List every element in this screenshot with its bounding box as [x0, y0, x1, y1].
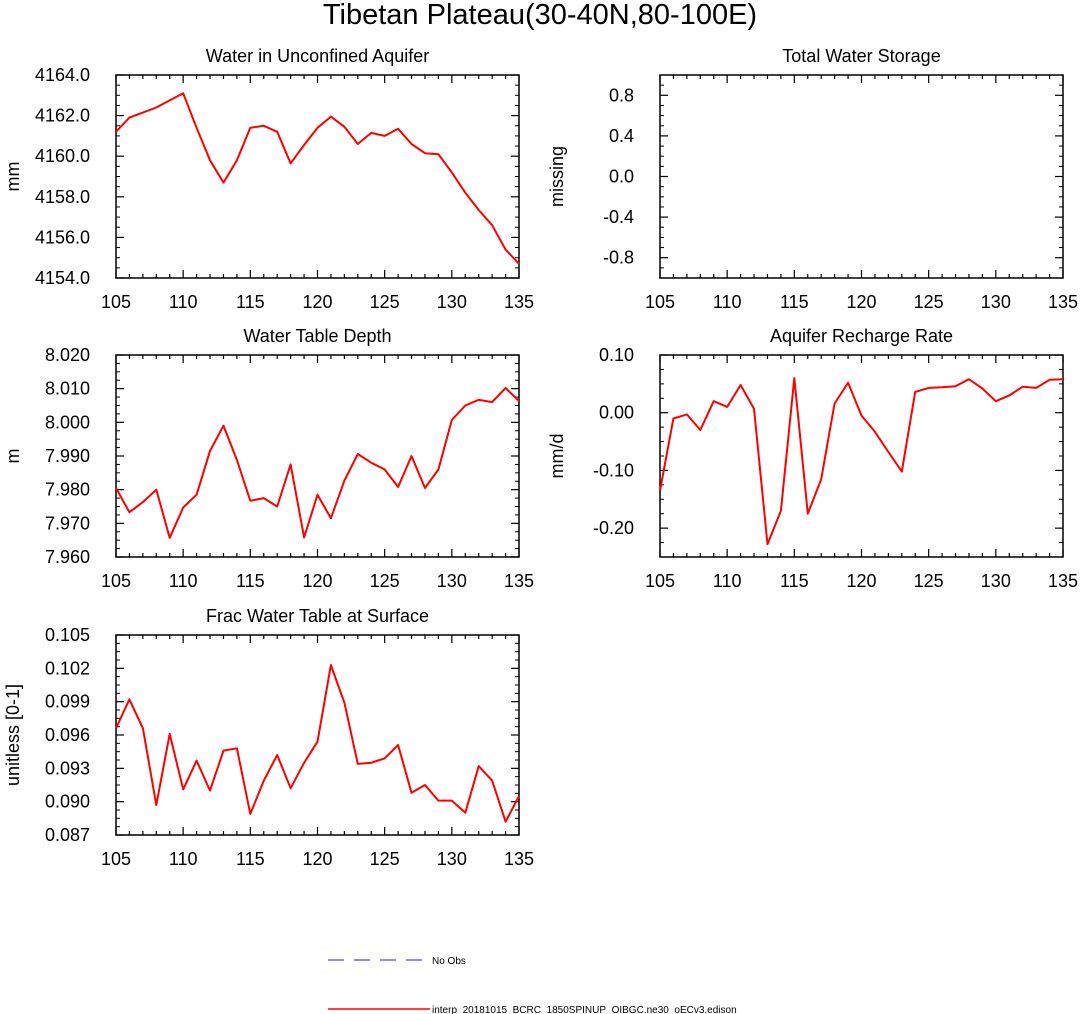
y-axis-label: mm/d: [547, 434, 567, 479]
plot-frame: [659, 354, 1064, 558]
x-tick-label: 125: [370, 571, 400, 591]
y-axis-label: missing: [547, 146, 567, 207]
x-tick-label: 115: [236, 571, 265, 591]
x-tick-label: 125: [370, 292, 400, 312]
y-tick-label: 0.096: [45, 725, 90, 745]
x-tick-label: 135: [504, 292, 534, 312]
x-tick-label: 115: [780, 292, 809, 312]
panel-title: Frac Water Table at Surface: [206, 606, 429, 626]
x-tick-label: 105: [101, 292, 131, 312]
y-tick-label: 7.970: [45, 513, 90, 533]
y-tick-label: 0.105: [45, 625, 90, 645]
y-tick-label: 0.10: [599, 345, 634, 365]
x-tick-label: 110: [169, 571, 198, 591]
x-tick-label: 110: [713, 292, 742, 312]
x-tick-label: 110: [169, 292, 198, 312]
y-tick-label: 7.960: [45, 547, 90, 567]
panel-1: Water in Unconfined Aquifer 105 110 115 120 1…: [3, 46, 534, 312]
x-tick-label: 115: [236, 849, 265, 869]
panel-title: Aquifer Recharge Rate: [770, 326, 953, 346]
y-tick-label: 0.093: [45, 758, 90, 778]
y-axis-label: m: [3, 449, 23, 464]
series-line: [659, 377, 1064, 546]
panel-2: Total Water Storage 105 110 115 120 125 130 135…: [547, 46, 1078, 312]
panels: Water in Unconfined Aquifer 105 110 115 120 1…: [3, 46, 1078, 869]
y-tick-label: 4154.0: [35, 268, 90, 288]
x-tick-label: 115: [236, 292, 265, 312]
x-tick-label: 130: [437, 292, 467, 312]
y-tick-label: 8.020: [45, 345, 90, 365]
x-tick-label: 125: [914, 292, 944, 312]
plot-frame: [115, 74, 520, 279]
y-tick-label: 8.000: [45, 412, 90, 432]
y-tick-label: 0.102: [45, 658, 90, 678]
x-tick-label: 125: [370, 849, 400, 869]
x-tick-label: 115: [780, 571, 809, 591]
x-tick-label: 130: [437, 849, 467, 869]
legend-label: No Obs: [432, 956, 466, 967]
series-line: [115, 92, 520, 265]
y-tick-label: 4156.0: [35, 227, 90, 247]
series-line: [115, 664, 520, 823]
y-axis-label: mm: [3, 162, 23, 192]
panel-5: Frac Water Table at Surface 105 110 115 120 1…: [3, 606, 534, 869]
x-tick-label: 120: [302, 849, 332, 869]
panel-title: Total Water Storage: [782, 46, 940, 66]
y-tick-label: 8.010: [45, 379, 90, 399]
y-tick-label: 7.980: [45, 480, 90, 500]
y-tick-label: -0.20: [593, 518, 634, 538]
panel-title: Water in Unconfined Aquifer: [206, 46, 429, 66]
y-tick-label: 0.00: [599, 403, 634, 423]
y-tick-label: 0.090: [45, 792, 90, 812]
y-tick-label: 0.4: [609, 126, 634, 146]
x-tick-label: 135: [1048, 571, 1078, 591]
x-tick-label: 125: [914, 571, 944, 591]
plot-frame: [115, 634, 520, 836]
x-tick-label: 130: [981, 571, 1011, 591]
x-tick-label: 130: [437, 571, 467, 591]
legend: No Obs interp_20181015_BCRC_1850SPINUP_OI…: [328, 956, 737, 1014]
x-tick-label: 130: [981, 292, 1011, 312]
y-tick-label: 4158.0: [35, 187, 90, 207]
y-tick-label: 4164.0: [35, 65, 90, 85]
figure-title: Tibetan Plateau(30-40N,80-100E): [323, 0, 757, 31]
y-tick-label: 7.990: [45, 446, 90, 466]
x-tick-label: 105: [645, 571, 675, 591]
y-tick-label: -0.8: [603, 248, 634, 268]
x-tick-label: 105: [101, 849, 131, 869]
panel-4: Aquifer Recharge Rate 105 110 115 120 125 130 1…: [547, 326, 1078, 591]
y-axis-label: unitless [0-1]: [3, 684, 23, 786]
y-tick-label: 0.8: [609, 85, 634, 105]
y-tick-label: 0.0: [609, 167, 634, 187]
x-tick-label: 135: [504, 571, 534, 591]
y-tick-label: 0.099: [45, 692, 90, 712]
legend-label: interp_20181015_BCRC_1850SPINUP_OIBGC.ne…: [432, 1005, 737, 1014]
x-tick-label: 120: [302, 292, 332, 312]
panel-title: Water Table Depth: [243, 326, 391, 346]
y-tick-label: 4160.0: [35, 146, 90, 166]
x-tick-label: 105: [645, 292, 675, 312]
x-tick-label: 135: [1048, 292, 1078, 312]
y-tick-label: 0.087: [45, 825, 90, 845]
x-tick-label: 110: [169, 849, 198, 869]
panel-3: Water Table Depth 105 110 115 120 125 130 135 7.…: [3, 326, 534, 591]
y-tick-label: 4162.0: [35, 106, 90, 126]
x-tick-label: 135: [504, 849, 534, 869]
x-tick-label: 120: [846, 571, 876, 591]
x-tick-label: 120: [846, 292, 876, 312]
x-tick-label: 105: [101, 571, 131, 591]
x-tick-label: 120: [302, 571, 332, 591]
plot-frame: [115, 354, 520, 558]
series-line: [115, 387, 520, 539]
y-tick-label: -0.4: [603, 207, 634, 227]
x-tick-label: 110: [713, 571, 742, 591]
y-tick-label: -0.10: [593, 460, 634, 480]
plot-frame: [659, 74, 1064, 279]
